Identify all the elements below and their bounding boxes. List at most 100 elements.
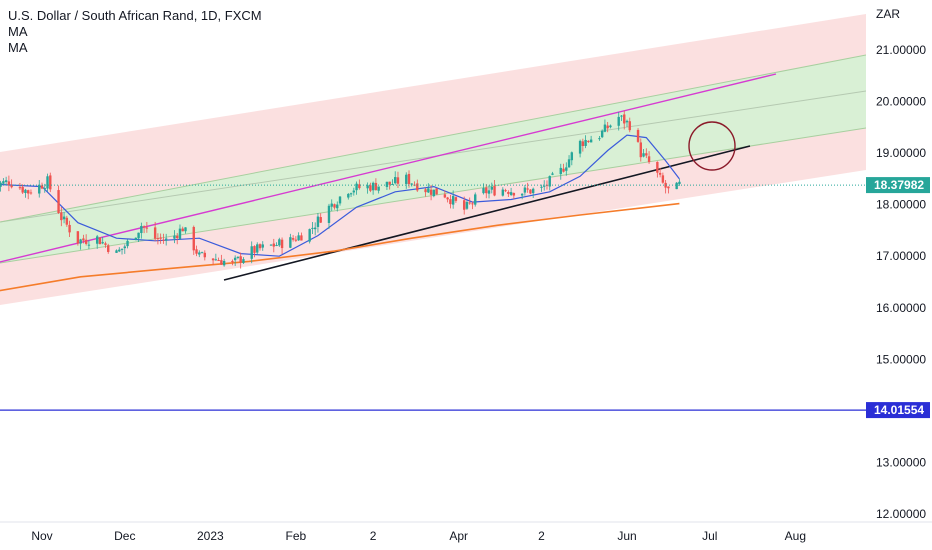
horizontal-level-badge[interactable]: 14.01554: [866, 402, 930, 419]
candle: [123, 244, 126, 254]
candle: [40, 182, 44, 190]
candle: [107, 243, 110, 254]
candle: [468, 197, 471, 205]
y-tick-label: 21.00000: [876, 43, 926, 57]
candle: [176, 233, 179, 245]
candle: [617, 111, 620, 131]
candle: [46, 173, 49, 192]
candle: [57, 185, 60, 214]
candle: [388, 181, 391, 190]
candle: [87, 240, 91, 250]
candle: [289, 233, 292, 249]
candle: [520, 193, 524, 200]
candle: [24, 188, 27, 198]
candle: [540, 184, 543, 192]
candle: [609, 124, 612, 129]
price-axis[interactable]: ZAR 21.00000 20.00000 19.00000 18.00000 17.0…: [866, 0, 932, 522]
candle: [347, 193, 350, 200]
fast-moving-average-line: [0, 134, 680, 257]
candle: [336, 201, 339, 212]
candle: [526, 182, 529, 193]
candle: [233, 255, 237, 267]
candle: [606, 121, 609, 133]
candle: [231, 259, 234, 266]
candle: [369, 182, 372, 193]
current-price-badge[interactable]: 18.37982: [866, 177, 930, 194]
candle: [145, 221, 149, 233]
black-trend-line: [223, 145, 751, 281]
candle: [18, 182, 22, 191]
candle: [4, 176, 8, 186]
candle: [330, 199, 333, 212]
candle: [250, 241, 253, 264]
channel-upper-line: [0, 54, 867, 223]
candle: [371, 181, 375, 195]
candle: [567, 155, 571, 168]
candle: [222, 258, 226, 267]
candle: [153, 221, 157, 242]
candle: [236, 256, 240, 260]
candle: [587, 140, 590, 143]
candle: [658, 167, 662, 178]
regression-channel: [0, 14, 867, 305]
candle: [220, 254, 223, 265]
candle: [358, 179, 361, 190]
indicator-label-1[interactable]: MA: [8, 24, 28, 39]
candle: [427, 183, 430, 193]
candle: [501, 187, 505, 197]
candle: [675, 182, 678, 190]
candle: [291, 235, 295, 242]
candle: [377, 186, 380, 194]
candle: [38, 180, 41, 198]
candle: [551, 171, 554, 176]
indicator-label-2[interactable]: MA: [8, 40, 28, 55]
candle: [280, 237, 284, 255]
candle: [490, 182, 493, 194]
candle: [531, 187, 535, 199]
y-tick-label: 18.00000: [876, 198, 926, 212]
candle: [529, 189, 532, 195]
candle: [2, 178, 5, 186]
time-axis[interactable]: Nov Dec 2023 Feb 2 Apr 2 Jun Jul Aug: [0, 521, 932, 543]
candle: [507, 190, 510, 197]
candle: [278, 237, 281, 247]
candle: [678, 178, 681, 186]
y-tick-label: 13.00000: [876, 455, 926, 469]
candle: [164, 233, 168, 246]
upper-outer-band: [0, 14, 866, 222]
candle: [443, 190, 447, 199]
candle: [173, 230, 176, 244]
candle: [625, 119, 629, 127]
candle: [656, 161, 659, 178]
candle: [198, 250, 201, 258]
candle: [137, 232, 140, 243]
candle: [76, 231, 80, 246]
candle: [65, 215, 69, 227]
trend-drawings[interactable]: [0, 73, 777, 281]
candle: [60, 207, 63, 227]
candle: [29, 189, 33, 195]
x-tick-label: Jun: [617, 529, 636, 543]
candle: [256, 242, 259, 255]
candle: [195, 245, 198, 257]
candle: [493, 179, 496, 197]
candle: [338, 196, 342, 206]
x-tick-label: Aug: [785, 529, 806, 543]
candle: [294, 236, 298, 243]
candle: [416, 179, 419, 192]
candle: [449, 194, 452, 209]
candle: [140, 222, 143, 239]
candle: [559, 163, 562, 180]
candle: [272, 238, 275, 253]
candle: [578, 139, 582, 158]
y-tick-label: 17.00000: [876, 249, 926, 263]
candle: [509, 187, 513, 197]
candle: [27, 189, 30, 200]
candle: [79, 238, 82, 250]
candle: [349, 192, 353, 197]
candle: [242, 257, 245, 264]
candle: [454, 196, 458, 203]
candle: [275, 242, 278, 247]
candle: [319, 213, 322, 224]
